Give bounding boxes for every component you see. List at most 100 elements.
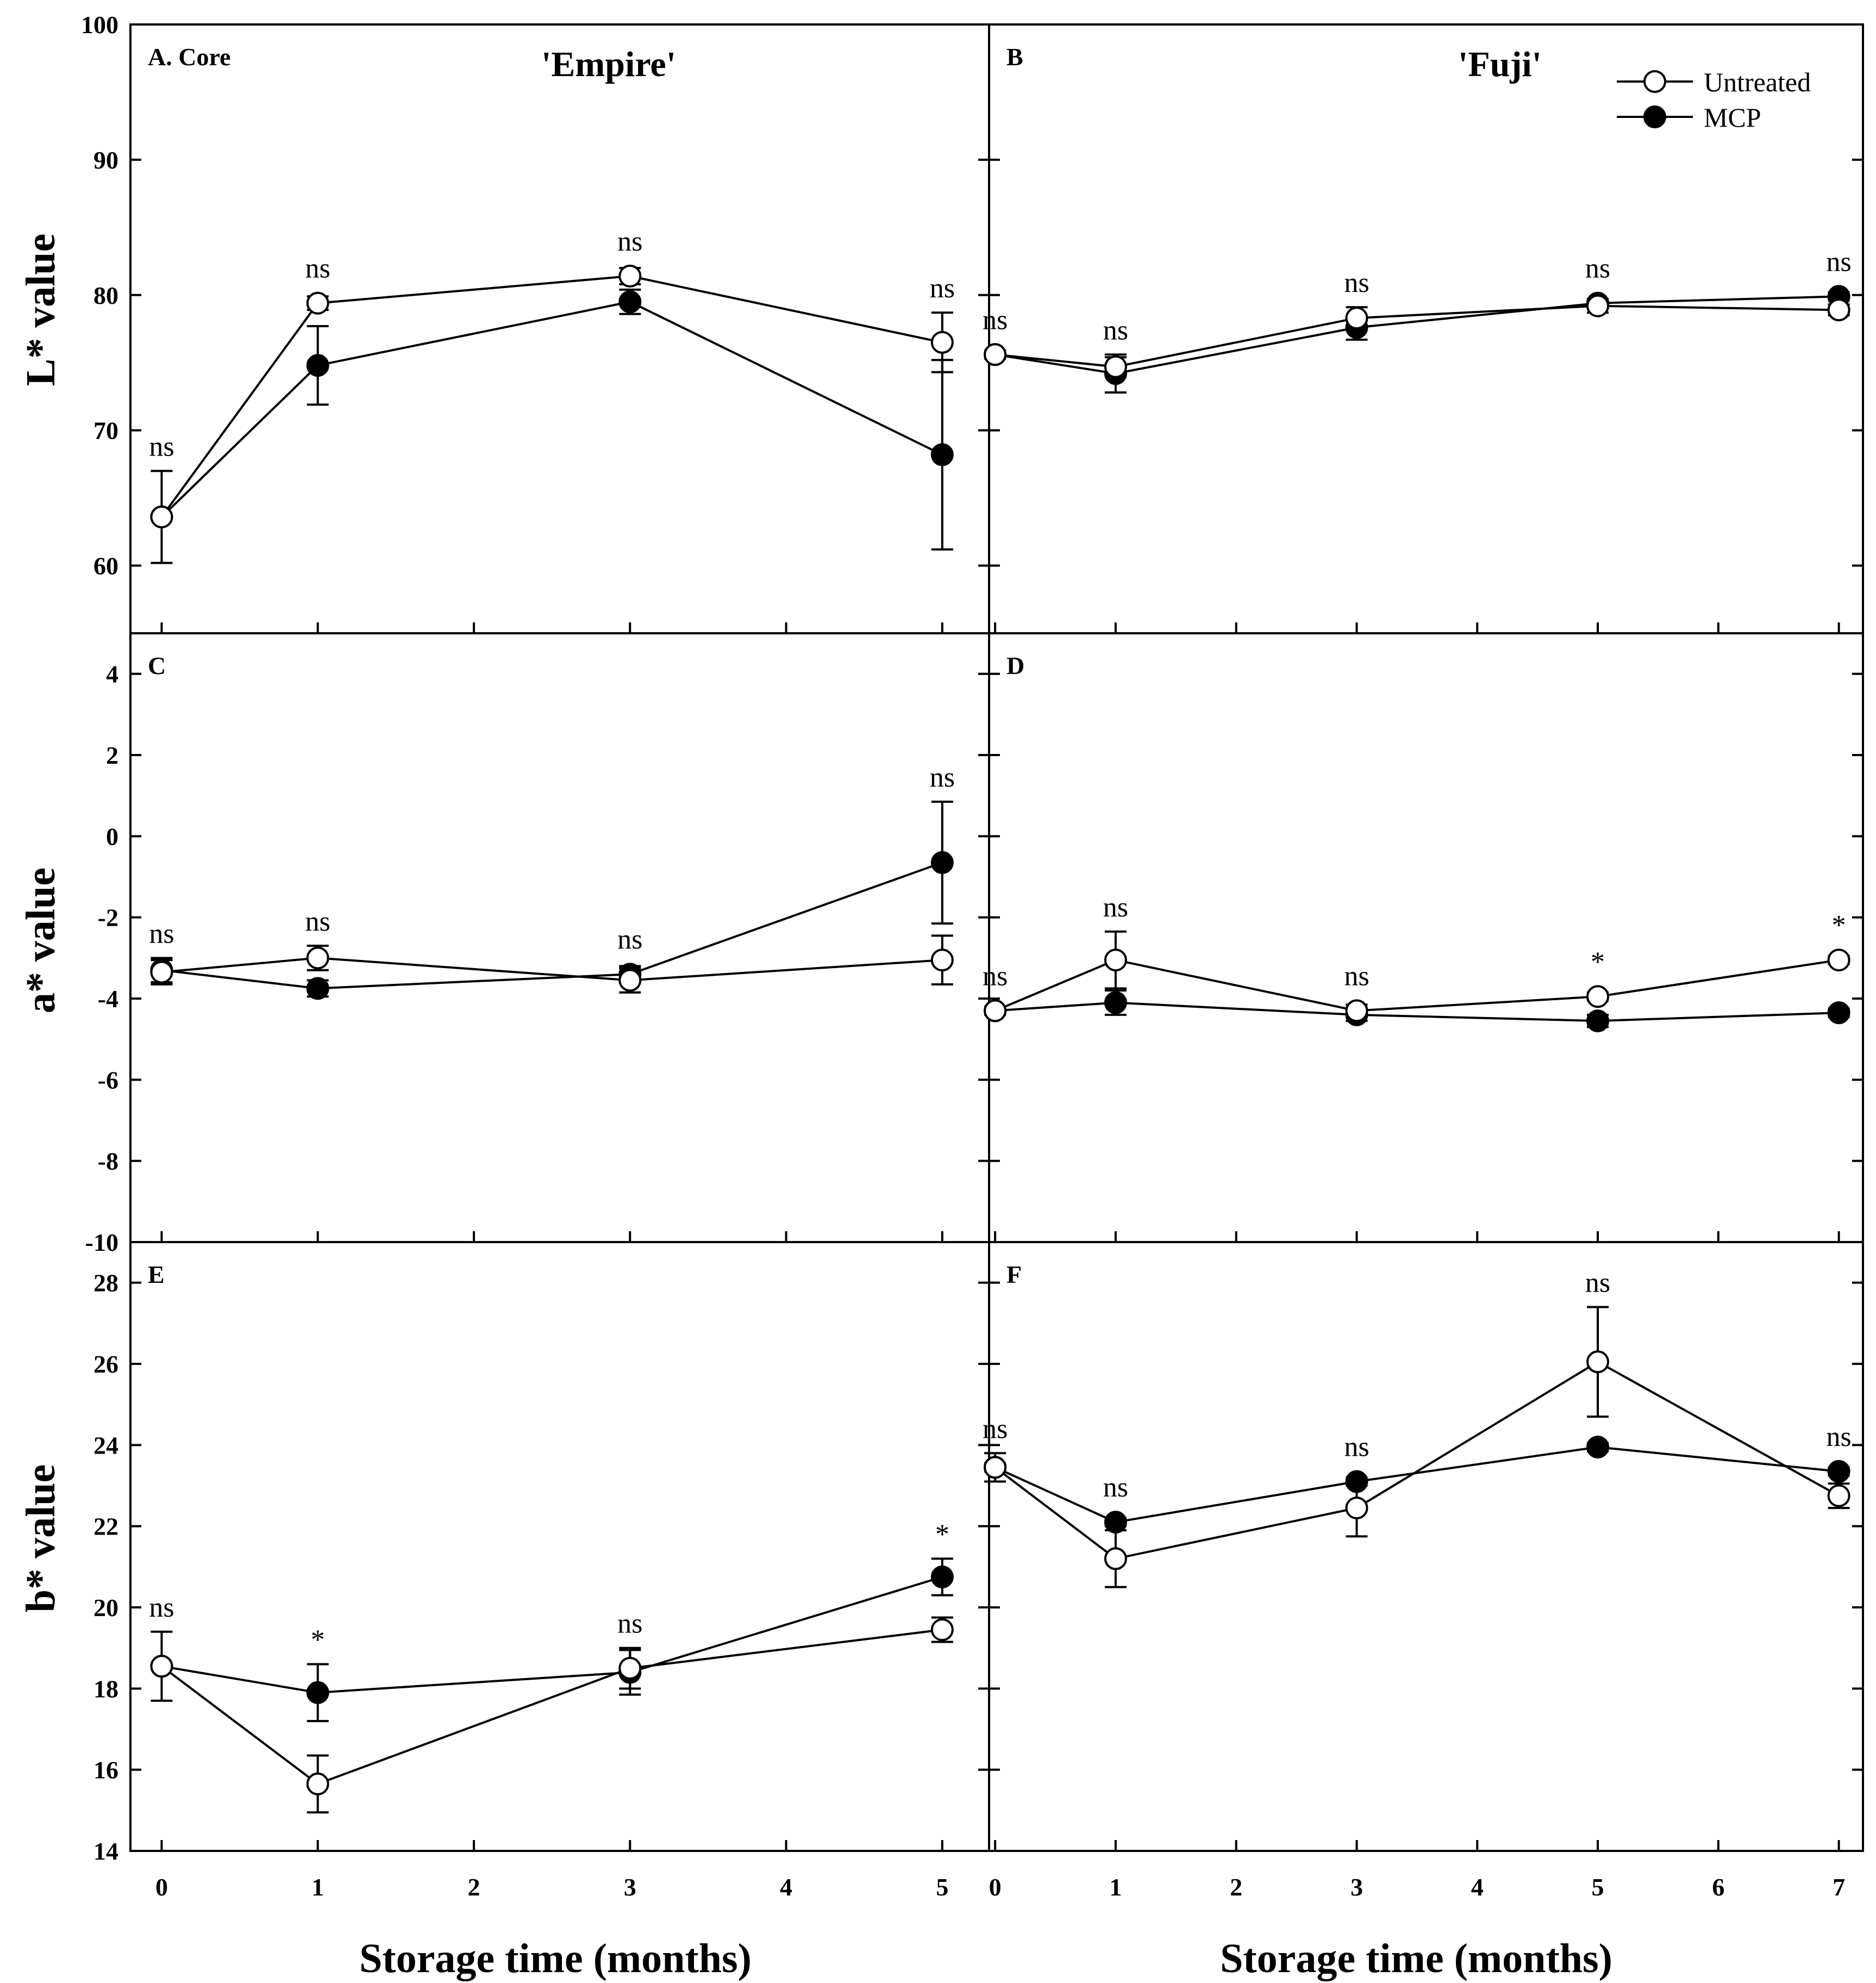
significance-label-d-0: ns [983,961,1008,992]
y-tick-label-a-5: 0 [106,822,118,850]
y-tick-label-a-4: -2 [98,904,118,932]
significance-label-d-3: * [1591,946,1605,977]
significance-label-c-0: ns [149,918,174,949]
y-tick-label-l-1: 70 [93,417,118,445]
data-point-a-core-untreated-3 [930,330,954,354]
data-point-a-core-mcp-3 [930,443,954,466]
y-tick-label-b-2: 18 [93,1675,118,1703]
data-point-d-untreated-1 [1104,949,1127,972]
panel-frame-a-empire [129,632,990,1243]
legend-mcp-label: MCP [1704,102,1761,133]
y-tick-label-a-6: 2 [106,741,118,769]
data-point-c-mcp-1 [306,977,329,1000]
data-point-b-untreated-3 [1586,294,1610,317]
significance-label-e-3: * [935,1519,949,1550]
panel-label-e: E [148,1261,165,1288]
significance-label-f-1: ns [1103,1472,1128,1503]
x-tick-label-fuji-5: 5 [1592,1873,1604,1901]
data-point-e-untreated-1 [306,1772,329,1795]
x-tick-label-fuji-1: 1 [1109,1873,1122,1901]
legend-untreated-marker [1643,70,1666,93]
significance-label-f-0: ns [983,1413,1008,1444]
y-tick-label-b-6: 26 [93,1350,118,1378]
data-point-c-untreated-2 [618,969,642,992]
y-axis-title-b: b* value [18,1464,64,1612]
data-point-a-core-mcp-2 [618,290,642,314]
data-point-b-untreated-4 [1827,298,1850,322]
panel-label-d: D [1006,652,1024,679]
cultivar-title-empire: 'Empire' [541,45,676,84]
x-tick-label-empire-3: 3 [624,1873,636,1901]
data-point-f-mcp-1 [1104,1511,1127,1534]
data-point-b-untreated-2 [1345,307,1368,330]
data-point-a-core-untreated-2 [618,264,642,288]
significance-label-c-2: ns [617,924,642,955]
significance-label-a-core-0: ns [149,431,174,462]
panel-label-a-core: A. Core [148,43,230,71]
y-tick-label-b-5: 24 [93,1431,118,1459]
y-tick-label-b-7: 28 [93,1269,118,1297]
x-tick-label-empire-0: 0 [155,1873,168,1901]
data-point-f-mcp-4 [1827,1460,1850,1483]
significance-label-d-4: * [1832,910,1846,941]
significance-label-a-core-1: ns [305,253,330,284]
data-point-e-mcp-1 [306,1681,329,1704]
significance-label-b-3: ns [1585,253,1610,284]
panel-label-b: B [1006,43,1023,71]
series-line-c-mcp [161,862,943,990]
data-point-a-core-untreated-1 [306,291,329,315]
axes-layer: 60708090100-10-8-6-4-2024141618202224262… [81,11,1864,1901]
x-tick-label-empire-5: 5 [936,1873,948,1901]
y-tick-label-b-0: 14 [93,1837,118,1865]
legend-untreated-label: Untreated [1704,67,1811,97]
x-tick-label-fuji-0: 0 [989,1873,1002,1901]
series-line-c-untreated [161,957,942,982]
y-tick-label-l-4: 100 [81,11,118,39]
significance-label-b-4: ns [1827,246,1852,277]
data-point-e-untreated-2 [618,1657,642,1680]
data-point-c-untreated-1 [306,946,329,970]
y-tick-label-a-2: -6 [98,1066,118,1094]
data-point-f-untreated-1 [1104,1547,1127,1570]
data-point-d-mcp-3 [1586,1009,1610,1033]
significance-label-c-3: ns [930,762,955,793]
data-point-b-untreated-0 [984,343,1007,366]
series-line-e-untreated [161,1629,943,1786]
significance-label-f-3: ns [1585,1267,1610,1298]
data-point-f-untreated-3 [1586,1350,1610,1374]
data-point-f-untreated-2 [1345,1496,1368,1520]
significance-label-b-0: ns [983,304,1008,335]
data-point-d-untreated-4 [1827,949,1850,972]
x-tick-label-fuji-6: 6 [1712,1873,1724,1901]
significance-label-b-2: ns [1344,267,1369,298]
data-point-d-mcp-1 [1104,991,1127,1014]
data-point-d-mcp-4 [1827,1001,1850,1025]
y-tick-label-l-0: 60 [93,552,118,580]
significance-label-e-0: ns [149,1592,174,1623]
legend-mcp-marker [1643,105,1666,128]
series-line-a-core-untreated [160,275,943,518]
data-point-f-mcp-2 [1345,1470,1368,1493]
y-tick-label-a-3: -4 [98,985,118,1013]
x-tick-label-empire-2: 2 [468,1873,480,1901]
significance-label-d-2: ns [1344,961,1369,992]
data-point-f-untreated-0 [984,1456,1007,1479]
x-tick-label-fuji-7: 7 [1833,1873,1845,1901]
y-tick-label-b-3: 20 [93,1594,118,1622]
panel-frame-a-fuji [988,632,1864,1243]
panel-frame-l-empire [129,23,990,634]
x-tick-label-fuji-3: 3 [1350,1873,1363,1901]
x-tick-label-fuji-4: 4 [1471,1873,1484,1901]
panel-label-f: F [1006,1261,1022,1288]
y-tick-label-l-2: 80 [93,282,118,309]
series-line-a-core-mcp [161,301,943,518]
data-point-e-mcp-3 [930,1566,954,1588]
panel-frame-b-fuji [988,1241,1864,1852]
significance-label-c-1: ns [305,906,330,937]
data-point-b-untreated-1 [1104,355,1127,378]
data-point-d-untreated-0 [984,999,1007,1022]
significance-label-a-core-3: ns [930,273,955,304]
panel-label-c: C [148,652,166,679]
data-point-d-untreated-2 [1345,999,1368,1022]
